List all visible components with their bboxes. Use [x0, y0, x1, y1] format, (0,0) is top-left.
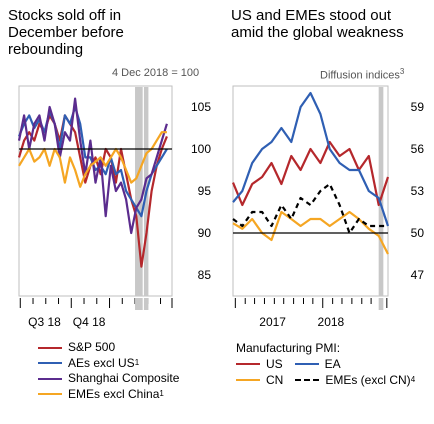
right-chart-y-tick-label: 53 [411, 184, 425, 198]
legend-label-sp500: S&P 500 [68, 340, 116, 354]
pmi-legend-title: Manufacturing PMI: [236, 341, 341, 355]
legend-label-emes: EMEs excl China [68, 386, 160, 401]
left-chart-tick-shade [143, 298, 149, 310]
right-title-line-1: US and EMEs stood out [231, 7, 392, 24]
right-unit-sup: 3 [399, 67, 405, 76]
left-chart-title: Stocks sold off in December before rebou… [8, 7, 218, 58]
pmi-legend-row-2: CN EMEs (excl CN) 4 [236, 373, 415, 387]
right-chart-tick-shade [378, 298, 384, 310]
left-title-line-1: Stocks sold off in [8, 7, 122, 24]
right-chart-series-line [232, 91, 390, 227]
left-chart-y-tick-label: 105 [191, 100, 211, 114]
left-unit-label: 4 Dec 2018 = 100 [112, 67, 200, 79]
right-unit-label: Diffusion indices3 [320, 67, 404, 82]
legend-swatch-emes-excl-cn [295, 379, 320, 381]
legend-swatch-us [236, 363, 260, 365]
left-chart-y-tick-label: 95 [198, 184, 212, 198]
legend-swatch-aes [38, 362, 62, 365]
legend-label-emes-excl-cn: EMEs (excl CN) [325, 373, 411, 387]
legend-item-aes: AEs excl US 1 [38, 356, 179, 372]
left-chart-y-tick-label: 85 [198, 268, 212, 282]
legend-swatch-emes [38, 393, 62, 396]
right-chart-y-tick-label: 50 [411, 226, 425, 240]
left-chart-x-tick-label: Q4 18 [73, 315, 106, 329]
right-chart-shaded-band [378, 87, 384, 296]
legend-swatch-ea [294, 363, 319, 365]
legend-label-shanghai: Shanghai Composite [68, 371, 180, 385]
legend-item-emes: EMEs excl China 1 [38, 387, 179, 403]
left-chart-frame [18, 85, 173, 297]
left-chart: 85 90 95 100 105 Q3 18 Q4 18 [17, 85, 212, 329]
legend-label-cn: CN [266, 373, 284, 387]
right-chart-x-tick-label: 2018 [318, 315, 345, 329]
legend-item-shanghai: Shanghai Composite [38, 371, 179, 387]
right-chart-y-tick-label: 59 [411, 100, 425, 114]
left-chart-series-line [17, 97, 168, 235]
right-chart-frame [232, 85, 389, 297]
legend-swatch-cn [236, 379, 260, 381]
legend-swatch-sp500 [38, 346, 62, 349]
legend-label-ea: EA [324, 357, 341, 371]
left-title-line-3: rebounding [8, 41, 84, 58]
right-unit-text: Diffusion indices [320, 69, 400, 82]
right-chart-series-line [231, 140, 390, 207]
left-legend: S&P 500 AEs excl US 1 Shanghai Composite … [38, 340, 179, 402]
right-chart-y-tick-label: 56 [411, 142, 425, 156]
right-title-line-2: amid the global weakness [231, 24, 404, 41]
right-chart: 47 50 53 56 59 2017 2018 [231, 85, 425, 329]
left-chart-y-tick-label: 100 [191, 142, 211, 156]
left-chart-series-line [18, 131, 167, 188]
legend-swatch-shanghai [38, 377, 62, 380]
legend-item-sp500: S&P 500 [38, 340, 179, 356]
right-chart-y-tick-label: 47 [411, 268, 425, 282]
right-chart-title: US and EMEs stood out amid the global we… [231, 7, 431, 41]
legend-label-aes: AEs excl US [68, 355, 135, 370]
legend-label-us: US [266, 357, 283, 371]
pmi-legend-row-1: US EA [236, 357, 341, 371]
left-chart-x-tick-label: Q3 18 [28, 315, 61, 329]
right-chart-x-tick-label: 2017 [259, 315, 286, 329]
left-title-line-2: December before [8, 24, 124, 41]
left-chart-tick-shade [135, 298, 143, 310]
left-chart-shaded-band [135, 87, 143, 296]
left-chart-y-tick-label: 90 [198, 226, 212, 240]
